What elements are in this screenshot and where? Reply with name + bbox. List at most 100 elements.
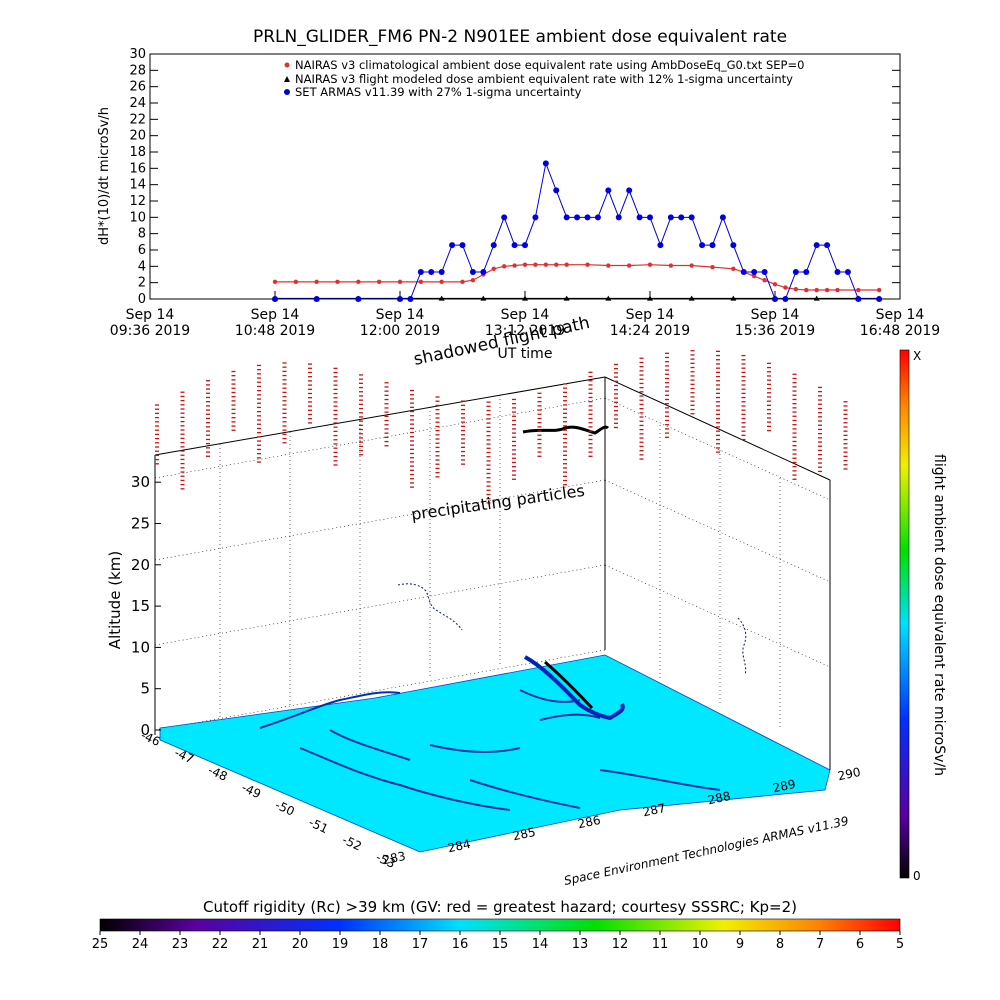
x-tick-time: 14:24 2019 <box>610 323 690 339</box>
legend-marker-nairas-flight <box>284 76 290 82</box>
y-tick-label: 10 <box>129 210 146 225</box>
z-tick-label: 0 <box>140 721 150 739</box>
bottom-colorbar-label: Cutoff rigidity (Rc) >39 km (GV: red = g… <box>203 898 797 916</box>
data-point-armas <box>417 269 424 276</box>
right-colorbar-label: flight ambient dose equivalent rate micr… <box>931 454 947 776</box>
data-point-armas <box>740 269 747 276</box>
colorbar-tick-label: 25 <box>92 937 109 952</box>
ground-map-surface <box>159 654 831 853</box>
data-point-armas <box>449 242 456 249</box>
data-point-nairas-clim <box>606 263 611 268</box>
data-point-armas <box>709 242 716 249</box>
longitude-tick-label: 288 <box>707 789 732 807</box>
data-point-armas <box>730 242 737 249</box>
y-tick-label: 18 <box>129 145 146 160</box>
data-point-armas <box>855 296 862 302</box>
data-point-nairas-clim <box>814 287 819 293</box>
x-tick-time: 12:00 2019 <box>360 323 440 339</box>
data-point-nairas-flight <box>605 295 612 301</box>
data-point-nairas-clim <box>491 266 496 271</box>
data-point-nairas-clim <box>376 279 382 285</box>
colorbar-tick-label: 16 <box>452 937 469 952</box>
coast-projection-right <box>737 617 747 676</box>
data-point-nairas-clim <box>876 287 882 293</box>
z-tick-label: 5 <box>140 680 150 698</box>
data-point-armas <box>553 187 560 194</box>
longitude-tick-label: 287 <box>642 801 667 819</box>
data-point-armas <box>876 296 883 302</box>
data-point-armas <box>844 269 851 276</box>
annotation-precipitating-particles: precipitating particles <box>410 481 586 524</box>
data-point-nairas-clim <box>783 285 788 290</box>
data-point-nairas-clim <box>314 279 319 285</box>
data-point-armas <box>699 242 706 249</box>
data-point-nairas-clim <box>543 262 549 267</box>
longitude-tick-label: 289 <box>772 777 797 795</box>
colorbar-tick-label: 22 <box>212 937 229 952</box>
colorbar-tick-label: 14 <box>532 937 549 952</box>
x-tick-date: Sep 14 <box>251 307 300 323</box>
colorbar-tick-label: 19 <box>332 937 349 952</box>
legend-entry-nairas-clim: NAIRAS v3 climatological ambient dose eq… <box>295 58 804 72</box>
data-point-nairas-flight <box>813 295 820 301</box>
top-chart: PRLN_GLIDER_FM6 PN-2 N901EE ambient dose… <box>97 27 940 362</box>
data-point-nairas-clim <box>762 278 767 283</box>
y-tick-label: 8 <box>138 227 146 242</box>
data-point-armas <box>355 296 362 302</box>
data-point-armas <box>636 214 643 221</box>
z-axis-ticks: 0 5 10 15 20 25 30 <box>131 473 161 739</box>
y-axis-label: dH*(10)/dt microSv/h <box>97 107 112 245</box>
z-tick-label: 25 <box>131 515 150 533</box>
y-tick-label: 24 <box>129 96 146 111</box>
colorbar-tick-label: 17 <box>412 937 429 952</box>
data-point-nairas-clim <box>356 279 361 285</box>
data-point-armas <box>605 187 612 194</box>
data-point-armas <box>490 242 497 249</box>
precipitating-particles-columns <box>155 350 848 504</box>
latitude-tick-label: -51 <box>307 815 331 836</box>
data-point-armas <box>824 242 831 249</box>
data-point-nairas-flight <box>522 295 528 301</box>
legend-marker-nairas-clim <box>284 62 290 68</box>
legend-entry-armas: SET ARMAS v11.39 with 27% 1-sigma uncert… <box>295 85 582 99</box>
series-container <box>272 160 883 302</box>
data-point-nairas-flight <box>688 295 695 301</box>
data-point-armas <box>438 269 445 276</box>
x-tick-date: Sep 14 <box>751 307 800 323</box>
y-tick-label: 12 <box>129 194 146 209</box>
z-tick-label: 15 <box>131 597 150 615</box>
data-point-nairas-flight <box>438 295 445 301</box>
x-tick-time: 13:12 2019 <box>485 323 565 339</box>
colorbar-tick-label: 12 <box>612 937 629 952</box>
right-colorbar-top-label: X <box>913 349 921 363</box>
colorbar-tick-label: 11 <box>652 937 669 952</box>
data-point-nairas-clim <box>397 279 403 285</box>
right-colorbar: X 0 flight ambient dose equivalent rate … <box>899 349 947 883</box>
data-point-armas <box>501 214 508 221</box>
longitude-tick-label: 285 <box>512 825 537 843</box>
colorbar-tick-label: 21 <box>252 937 269 952</box>
x-tick-date: Sep 14 <box>876 307 925 323</box>
map-3d: shadowed flight path precipitating parti… <box>106 313 862 888</box>
x-tick-time: 16:48 2019 <box>860 323 940 339</box>
data-point-nairas-clim <box>501 264 507 269</box>
data-point-armas <box>428 269 435 276</box>
x-tick-date: Sep 14 <box>626 307 675 323</box>
y-tick-label: 4 <box>138 259 146 274</box>
z-tick-label: 20 <box>131 556 150 574</box>
data-point-armas <box>584 214 591 221</box>
y-tick-label: 28 <box>129 63 146 78</box>
data-point-nairas-flight <box>647 295 653 301</box>
data-point-armas <box>834 269 841 276</box>
legend-entry-nairas-flight: NAIRAS v3 flight modeled dose ambient eq… <box>295 72 793 86</box>
y-tick-label: 22 <box>129 112 146 127</box>
data-point-armas <box>532 214 539 221</box>
series-armas-line <box>275 161 880 300</box>
latitude-tick-label: -50 <box>273 798 297 819</box>
colorbar-tick-label: 18 <box>372 937 389 952</box>
data-point-nairas-flight <box>563 295 570 301</box>
data-point-nairas-clim <box>585 262 590 267</box>
